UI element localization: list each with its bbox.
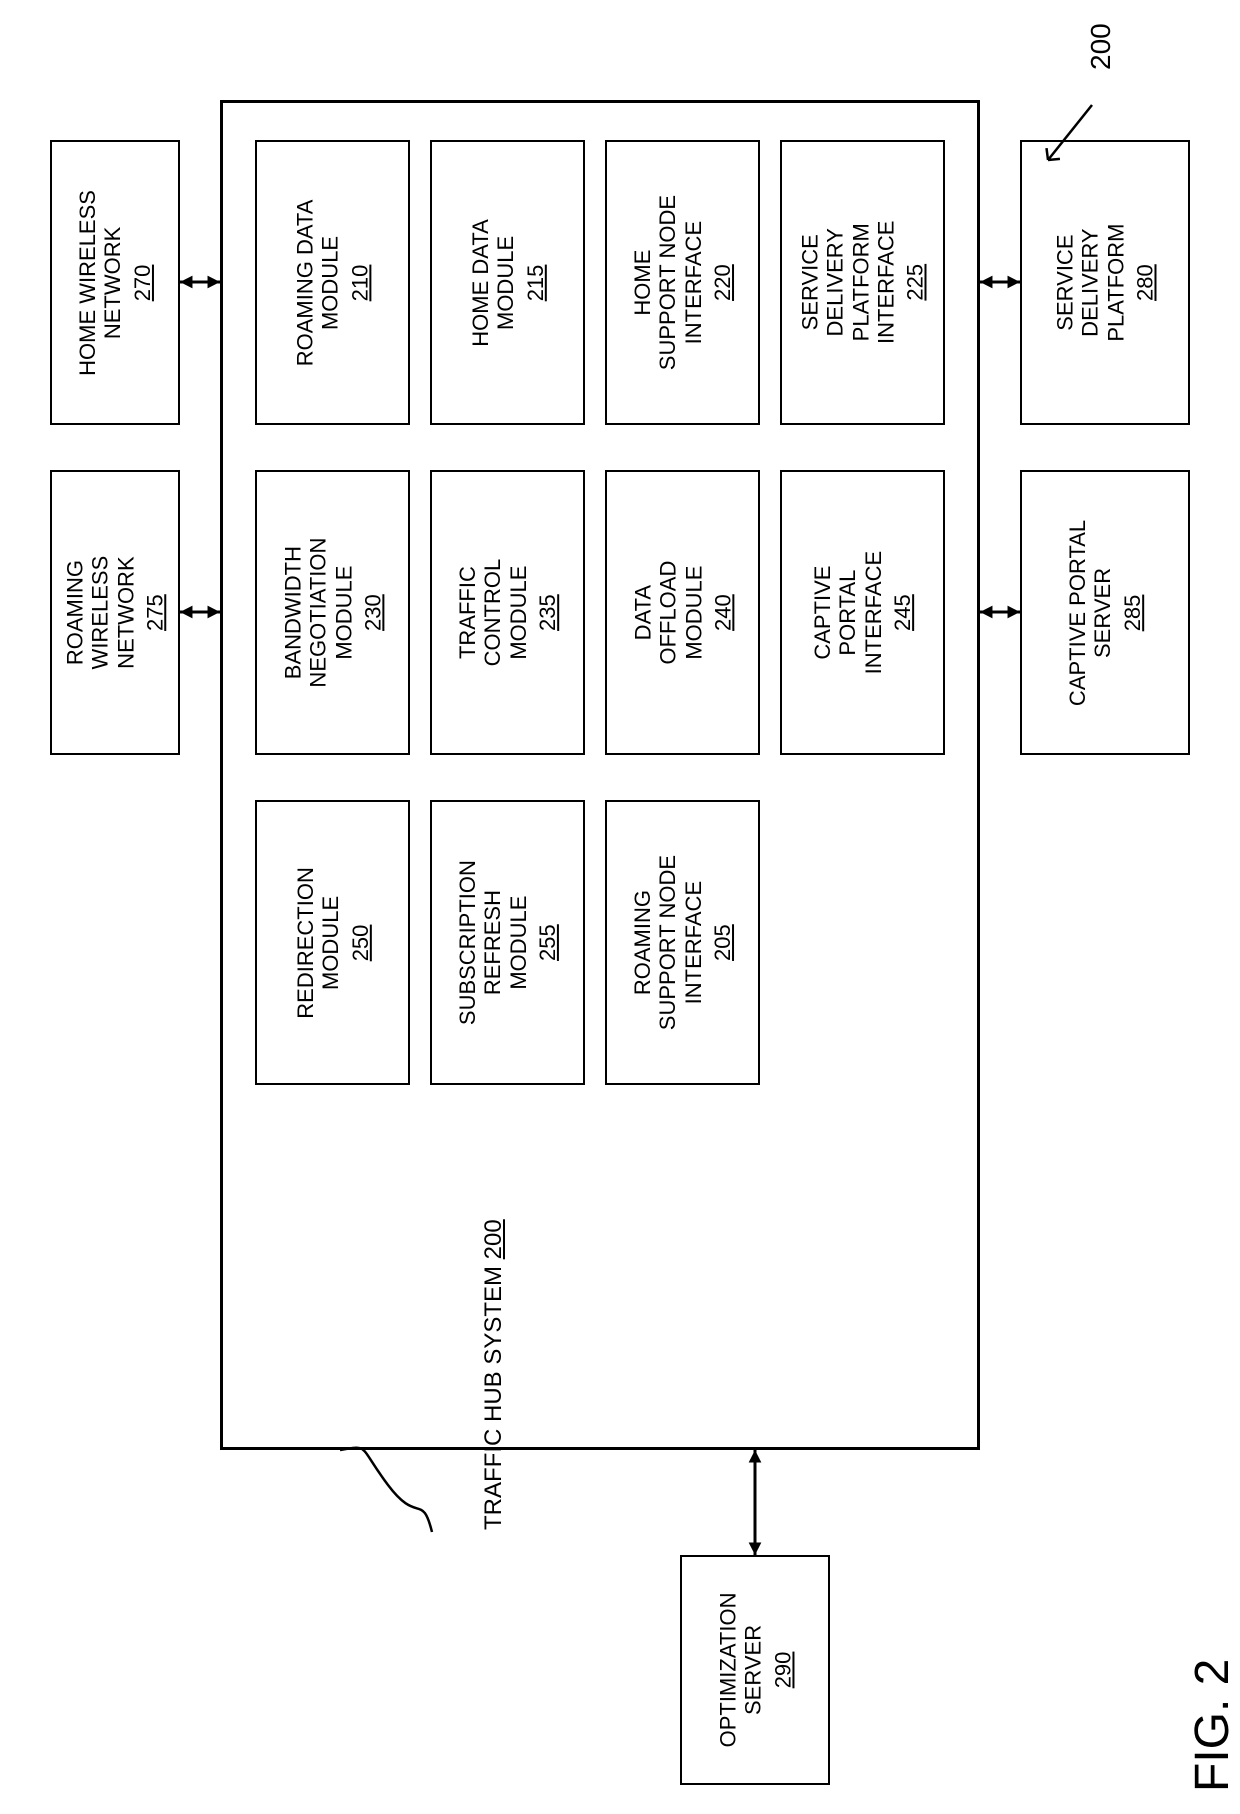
home-data-module: HOME DATAMODULE215	[430, 140, 585, 425]
service-delivery-if-line-1: DELIVERY	[823, 221, 848, 344]
home-support-node-if-label: HOMESUPPORT NODEINTERFACE220	[630, 195, 735, 370]
data-offload-module-label: DATAOFFLOADMODULE240	[630, 561, 735, 665]
bandwidth-neg-module-line-2: MODULE	[331, 538, 356, 688]
roaming-data-module-ref: 210	[347, 199, 372, 366]
roaming-wireless-network-line-2: NETWORK	[113, 556, 138, 670]
optimization-server-label: OPTIMIZATIONSERVER290	[715, 1593, 795, 1748]
data-offload-module-line-1: OFFLOAD	[655, 561, 680, 665]
data-offload-module: DATAOFFLOADMODULE240	[605, 470, 760, 755]
redirection-module-line-0: REDIRECTION	[293, 867, 318, 1019]
traffic-hub-caption-text: TRAFFIC HUB SYSTEM	[480, 1259, 507, 1530]
home-wireless-network-label: HOME WIRELESSNETWORK270	[75, 190, 155, 376]
captive-portal-server: CAPTIVE PORTALSERVER285	[1020, 470, 1190, 755]
roaming-support-node-if: ROAMINGSUPPORT NODEINTERFACE205	[605, 800, 760, 1085]
home-support-node-if-ref: 220	[710, 195, 735, 370]
redirection-module: REDIRECTIONMODULE250	[255, 800, 410, 1085]
home-support-node-if-line-2: INTERFACE	[681, 195, 706, 370]
traffic-control-module-ref: 235	[535, 559, 560, 667]
roaming-support-node-if-ref: 205	[710, 855, 735, 1030]
captive-portal-server-line-1: SERVER	[1090, 519, 1115, 705]
subscription-refresh-line-0: SUBSCRIPTION	[455, 860, 480, 1025]
roaming-data-module: ROAMING DATAMODULE210	[255, 140, 410, 425]
service-delivery-platform: SERVICEDELIVERYPLATFORM280	[1020, 140, 1190, 425]
service-delivery-if-label: SERVICEDELIVERYPLATFORMINTERFACE225	[797, 221, 927, 344]
home-support-node-if: HOMESUPPORT NODEINTERFACE220	[605, 140, 760, 425]
home-data-module-line-0: HOME DATA	[468, 219, 493, 347]
roaming-support-node-if-label: ROAMINGSUPPORT NODEINTERFACE205	[630, 855, 735, 1030]
home-support-node-if-line-0: HOME	[630, 195, 655, 370]
optimization-server-line-1: SERVER	[740, 1593, 765, 1748]
captive-portal-if-label: CAPTIVEPORTALINTERFACE245	[810, 551, 915, 674]
bandwidth-neg-module-ref: 230	[360, 538, 385, 688]
data-offload-module-line-0: DATA	[630, 561, 655, 665]
roaming-support-node-if-line-0: ROAMING	[630, 855, 655, 1030]
captive-portal-if-ref: 245	[890, 551, 915, 674]
data-offload-module-ref: 240	[710, 561, 735, 665]
captive-portal-server-label: CAPTIVE PORTALSERVER285	[1065, 519, 1145, 705]
service-delivery-platform-line-1: DELIVERY	[1078, 223, 1103, 341]
hub-to-cps-connector	[960, 592, 1040, 632]
home-wireless-network-line-1: NETWORK	[100, 190, 125, 376]
home-data-module-label: HOME DATAMODULE215	[468, 219, 548, 347]
traffic-control-module-line-1: CONTROL	[480, 559, 505, 667]
hub-to-sdp-connector	[960, 262, 1040, 302]
roaming-data-module-line-0: ROAMING DATA	[293, 199, 318, 366]
home-data-module-ref: 215	[522, 219, 547, 347]
traffic-hub-caption: TRAFFIC HUB SYSTEM 200	[480, 1219, 508, 1530]
service-delivery-platform-line-0: SERVICE	[1052, 223, 1077, 341]
home-data-module-line-1: MODULE	[493, 219, 518, 347]
traffic-control-module: TRAFFICCONTROLMODULE235	[430, 470, 585, 755]
roaming-support-node-if-line-2: INTERFACE	[681, 855, 706, 1030]
service-delivery-platform-line-2: PLATFORM	[1103, 223, 1128, 341]
captive-portal-if-line-1: PORTAL	[835, 551, 860, 674]
subscription-refresh-ref: 255	[535, 860, 560, 1025]
bandwidth-neg-module-line-0: BANDWIDTH	[280, 538, 305, 688]
roaming-data-module-line-1: MODULE	[318, 199, 343, 366]
traffic-control-module-line-0: TRAFFIC	[455, 559, 480, 667]
traffic-control-module-line-2: MODULE	[506, 559, 531, 667]
home-wireless-network-ref: 270	[130, 190, 155, 376]
optimization-server-line-0: OPTIMIZATION	[715, 1593, 740, 1748]
subscription-refresh: SUBSCRIPTIONREFRESHMODULE255	[430, 800, 585, 1085]
traffic-control-module-label: TRAFFICCONTROLMODULE235	[455, 559, 560, 667]
figure-label: FIG. 2	[1185, 1659, 1240, 1792]
bandwidth-neg-module: BANDWIDTHNEGOTIATIONMODULE230	[255, 470, 410, 755]
service-delivery-if-line-2: PLATFORM	[848, 221, 873, 344]
roam-net-to-hub-connector	[160, 592, 240, 632]
service-delivery-if-line-3: INTERFACE	[873, 221, 898, 344]
service-delivery-platform-ref: 280	[1132, 223, 1157, 341]
service-delivery-if-ref: 225	[902, 221, 927, 344]
captive-portal-server-line-0: CAPTIVE PORTAL	[1065, 519, 1090, 705]
hub-to-opt-connector	[735, 1430, 775, 1575]
optimization-server: OPTIMIZATIONSERVER290	[680, 1555, 830, 1785]
home-wireless-network-line-0: HOME WIRELESS	[75, 190, 100, 376]
subscription-refresh-line-1: REFRESH	[480, 860, 505, 1025]
service-delivery-if-line-0: SERVICE	[797, 221, 822, 344]
redirection-module-ref: 250	[347, 867, 372, 1019]
roaming-wireless-network-line-0: ROAMING	[62, 556, 87, 670]
service-delivery-if: SERVICEDELIVERYPLATFORMINTERFACE225	[780, 140, 945, 425]
roaming-wireless-network-line-1: WIRELESS	[88, 556, 113, 670]
subscription-refresh-line-2: MODULE	[506, 860, 531, 1025]
roaming-data-module-label: ROAMING DATAMODULE210	[293, 199, 373, 366]
home-support-node-if-line-1: SUPPORT NODE	[655, 195, 680, 370]
captive-portal-if-line-2: INTERFACE	[861, 551, 886, 674]
bandwidth-neg-module-label: BANDWIDTHNEGOTIATIONMODULE230	[280, 538, 385, 688]
captive-portal-if-line-0: CAPTIVE	[810, 551, 835, 674]
bandwidth-neg-module-line-1: NEGOTIATION	[305, 538, 330, 688]
captive-portal-server-ref: 285	[1120, 519, 1145, 705]
home-net-to-hub-connector	[160, 262, 240, 302]
traffic-hub-caption-ref: 200	[480, 1219, 507, 1259]
figure-ref-number: 200	[1085, 23, 1117, 70]
service-delivery-platform-label: SERVICEDELIVERYPLATFORM280	[1052, 223, 1157, 341]
redirection-module-label: REDIRECTIONMODULE250	[293, 867, 373, 1019]
optimization-server-ref: 290	[770, 1593, 795, 1748]
redirection-module-line-1: MODULE	[318, 867, 343, 1019]
roaming-support-node-if-line-1: SUPPORT NODE	[655, 855, 680, 1030]
captive-portal-if: CAPTIVEPORTALINTERFACE245	[780, 470, 945, 755]
data-offload-module-line-2: MODULE	[681, 561, 706, 665]
roaming-wireless-network-label: ROAMINGWIRELESSNETWORK275	[62, 556, 167, 670]
subscription-refresh-label: SUBSCRIPTIONREFRESHMODULE255	[455, 860, 560, 1025]
